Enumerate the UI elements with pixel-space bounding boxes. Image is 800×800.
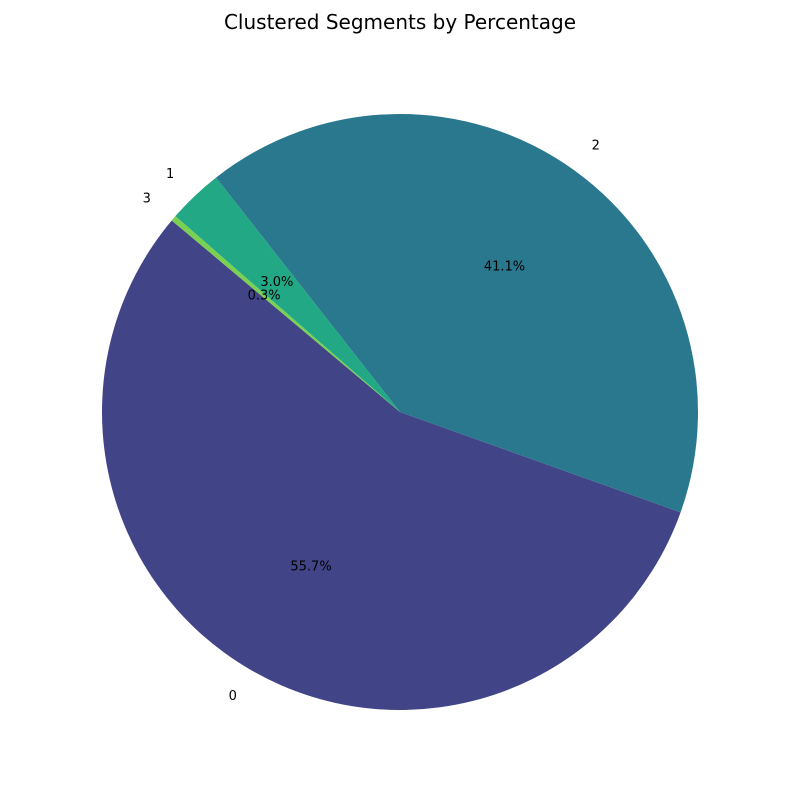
pie-slice-0	[101, 220, 681, 711]
slice-percent-2: 41.1%	[484, 259, 525, 274]
slice-label-3: 3	[143, 191, 151, 206]
pie-labels: 0 55.7% 2 41.1% 1 3.0% 3 0.3%	[143, 139, 600, 704]
slice-label-1: 1	[166, 167, 174, 182]
pie-slice-2	[215, 114, 698, 513]
chart-title: Clustered Segments by Percentage	[223, 10, 577, 34]
slice-percent-3: 0.3%	[248, 288, 281, 303]
pie-slice-3	[171, 216, 400, 412]
slice-label-2: 2	[592, 139, 600, 154]
slice-percent-0: 55.7%	[290, 560, 331, 575]
pie-slice-1	[175, 177, 400, 412]
slice-percent-1: 3.0%	[260, 275, 293, 290]
slice-label-0: 0	[229, 689, 237, 704]
pie-slices	[101, 114, 698, 711]
